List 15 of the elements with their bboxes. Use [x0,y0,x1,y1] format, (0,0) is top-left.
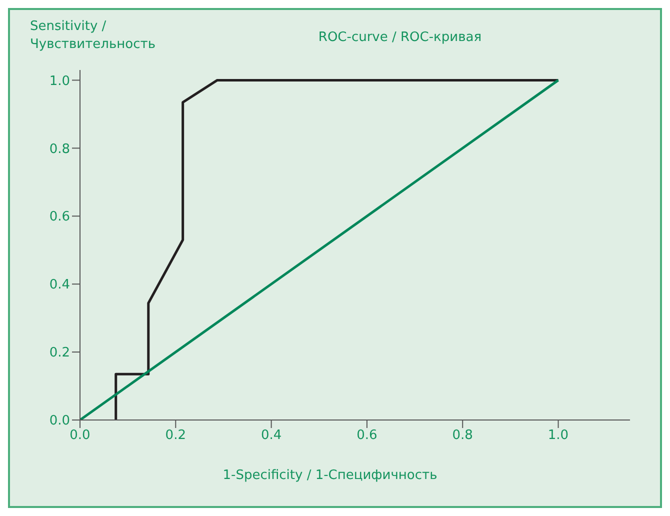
x-tick-label: 0.0 [70,428,90,444]
y-tick-label: 0.8 [49,142,70,157]
y-tick-label: 0.0 [49,414,70,429]
y-tick-label: 0.2 [49,346,70,361]
chart-title: ROC-curve / ROC-кривая [317,30,483,45]
y-tick-label: 0.4 [49,278,70,293]
x-tick-label: 0.6 [356,428,378,444]
x-tick-label: 0.2 [165,428,186,444]
x-tick-label: 0.4 [260,428,282,444]
y-axis-title: Sensitivity / Чувствительность [30,18,156,54]
y-tick-label: 0.6 [49,210,70,225]
y-tick-label: 1.0 [49,74,70,89]
x-tick-label: 1.0 [548,428,569,444]
x-tick-label: 0.8 [452,428,473,444]
x-axis-title: 1-Specificity / 1-Специфичность [222,468,438,483]
